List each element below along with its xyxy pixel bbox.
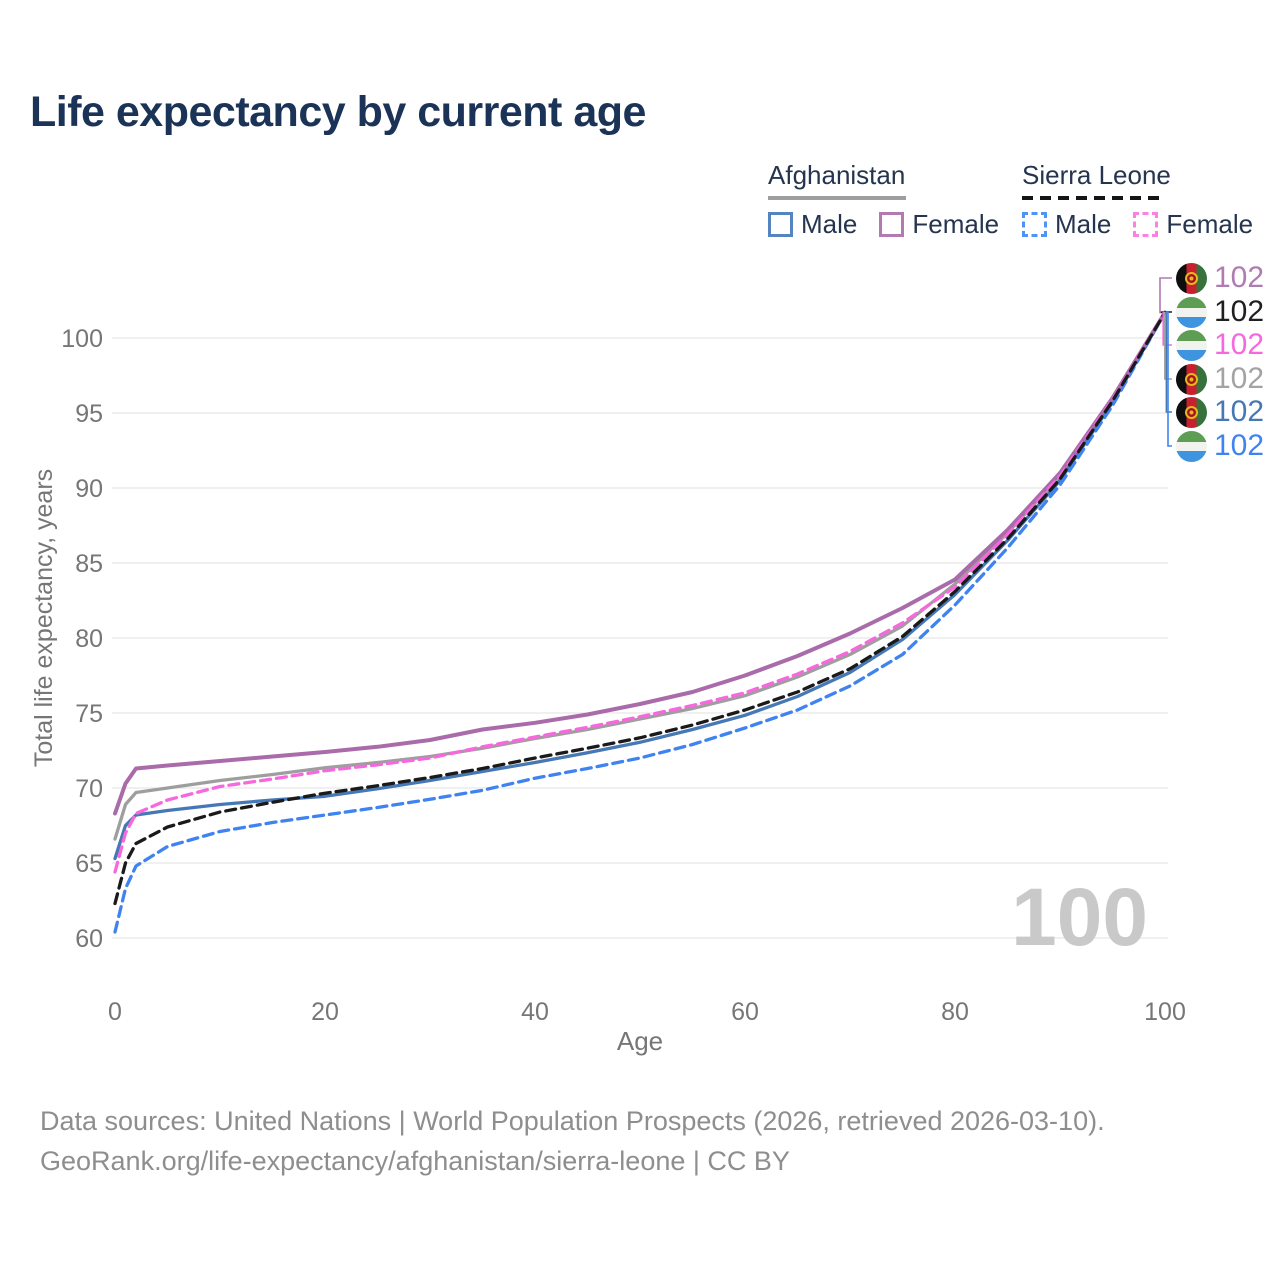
sierra-leone-flag-icon: [1176, 296, 1207, 328]
legend-item-label: Female: [1166, 209, 1254, 239]
end-label-value: 102: [1214, 395, 1265, 428]
end-label-connectors: [1159, 277, 1172, 447]
sierra-leone-flag-icon: [1176, 329, 1207, 361]
x-axis-tick-labels: 0 20 40 60 80 100: [108, 998, 1186, 1026]
legend-swatch: [1022, 212, 1047, 237]
end-label-value: 102: [1214, 295, 1265, 328]
legend-country-label: Sierra Leone: [1022, 160, 1171, 190]
footer-attribution: GeoRank.org/life-expectancy/afghanistan/…: [40, 1146, 790, 1176]
legend-group-afghanistan: Afghanistan Male Female: [768, 160, 999, 240]
x-axis-title: Age: [617, 1026, 663, 1056]
x-tick-label: 100: [1144, 998, 1186, 1026]
series-line-afghanistan-both-sexes: [113, 310, 1167, 841]
legend-item-label: Female: [912, 209, 1000, 239]
series-line-afghanistan-male: [113, 310, 1167, 861]
watermark-age-readout: 100: [1011, 872, 1148, 963]
legend-linestyle-sample: [1022, 196, 1164, 200]
y-tick-label: 70: [75, 775, 103, 803]
sierra-leone-flag-icon: [1176, 430, 1207, 462]
x-tick-label: 20: [311, 998, 339, 1026]
afghanistan-flag-icon: [1176, 363, 1207, 395]
y-tick-label: 85: [75, 550, 103, 578]
y-tick-label: 100: [61, 325, 103, 353]
y-tick-label: 75: [75, 700, 103, 728]
end-label-value: 102: [1214, 362, 1265, 395]
gridlines: [112, 337, 1168, 939]
legend-group-sierra-leone: Sierra Leone Male Female: [1022, 160, 1253, 240]
end-label-afghanistan-female: 102: [1176, 261, 1265, 294]
end-label-connector: [1165, 311, 1172, 447]
series-line-afghanistan-female: [113, 310, 1167, 816]
legend-country-label: Afghanistan: [768, 160, 906, 190]
x-tick-label: 0: [108, 998, 122, 1026]
afghanistan-flag-icon: [1176, 262, 1207, 294]
afghanistan-flag-icon: [1176, 396, 1207, 428]
page-title: Life expectancy by current age: [30, 88, 646, 136]
legend-item-label: Male: [801, 209, 858, 239]
y-tick-label: 90: [75, 475, 103, 503]
series-lines: [113, 310, 1167, 934]
y-tick-label: 80: [75, 625, 103, 653]
x-tick-label: 60: [731, 998, 759, 1026]
legend-item-sierra-leone-female[interactable]: Female: [1133, 209, 1253, 240]
y-tick-label: 95: [75, 400, 103, 428]
legend-item-afghanistan-male[interactable]: Male: [768, 209, 857, 240]
end-label-afghanistan-both-sexes: 102: [1176, 362, 1265, 395]
y-axis-title: Total life expectancy, years: [30, 469, 58, 767]
x-tick-label: 40: [521, 998, 549, 1026]
series-line-sierra-leone-both-sexes: [113, 310, 1167, 906]
legend-linestyle-sample: [768, 196, 906, 200]
legend-item-afghanistan-female[interactable]: Female: [879, 209, 999, 240]
y-tick-label: 65: [75, 850, 103, 878]
end-label-sierra-leone-male: 102: [1176, 429, 1265, 462]
series-line-sierra-leone-female: [113, 310, 1167, 874]
legend-swatch: [768, 212, 793, 237]
series-line-sierra-leone-male: [113, 310, 1167, 934]
end-label-value: 102: [1214, 261, 1265, 294]
legend-item-label: Male: [1055, 209, 1112, 239]
end-label-connector: [1159, 277, 1172, 314]
legend-items: Male Female: [1022, 209, 1253, 240]
legend-item-sierra-leone-male[interactable]: Male: [1022, 209, 1111, 240]
legend-items: Male Female: [768, 209, 999, 240]
footer-sources: Data sources: United Nations | World Pop…: [40, 1106, 1105, 1136]
end-label-sierra-leone-both-sexes: 102: [1176, 295, 1265, 328]
end-label-sierra-leone-female: 102: [1176, 328, 1265, 361]
x-tick-label: 80: [941, 998, 969, 1026]
legend-swatch: [879, 212, 905, 237]
end-label-value: 102: [1214, 328, 1265, 361]
legend-swatch: [1133, 212, 1159, 237]
y-axis-tick-labels: 60 65 70 75 80 85 90 95 100: [61, 325, 103, 953]
end-label-value: 102: [1214, 429, 1265, 462]
end-label-afghanistan-male: 102: [1176, 395, 1265, 428]
y-tick-label: 60: [75, 925, 103, 953]
